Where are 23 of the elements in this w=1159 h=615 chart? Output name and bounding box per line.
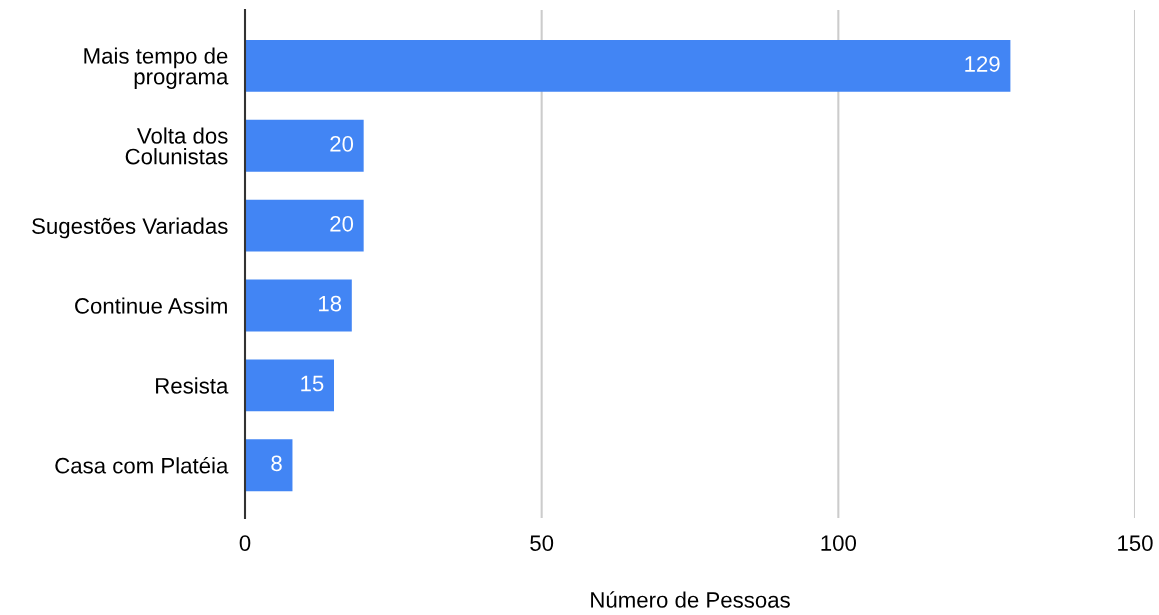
data-label: 20: [330, 136, 354, 152]
y-tick-label: Resista: [156, 377, 229, 394]
data-label: 20: [330, 215, 354, 232]
bar: [245, 39, 1011, 92]
bar: [245, 439, 293, 492]
x-tick-label: 0: [239, 535, 251, 551]
y-tick-label: Mais tempo de programa: [84, 47, 229, 89]
bar: [245, 119, 364, 172]
bar: [245, 359, 334, 412]
x-axis-title: Número de Pessoas: [591, 591, 790, 608]
x-tick-label: 100: [821, 535, 856, 551]
x-tick-label: 150: [1118, 535, 1153, 551]
x-tick-label: 50: [530, 535, 554, 551]
data-label: 18: [319, 295, 342, 312]
data-label: 8: [271, 455, 282, 472]
data-label: 129: [965, 56, 1000, 72]
y-tick-label: Casa com Platéia: [55, 456, 229, 474]
y-tick-label: Volta dos Colunistas: [125, 127, 228, 165]
y-tick-label: Sugestões Variadas: [32, 217, 228, 239]
bar: [245, 199, 364, 252]
data-label: 15: [301, 375, 324, 392]
y-tick-label: Continue Assim: [75, 297, 227, 314]
bar: [245, 279, 352, 332]
